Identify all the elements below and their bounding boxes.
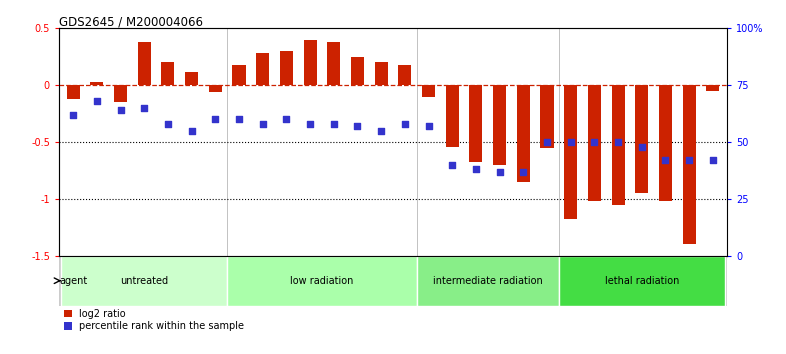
Text: lethal radiation: lethal radiation <box>604 276 679 286</box>
Point <box>469 166 482 172</box>
Bar <box>541 85 553 148</box>
Legend: log2 ratio, percentile rank within the sample: log2 ratio, percentile rank within the s… <box>64 309 244 331</box>
Point <box>375 128 387 133</box>
Point <box>328 121 340 127</box>
Point <box>67 112 79 118</box>
Point <box>114 107 127 113</box>
Point <box>683 158 696 163</box>
Bar <box>303 40 317 85</box>
Point <box>659 158 672 163</box>
Bar <box>588 85 601 201</box>
Point <box>422 123 435 129</box>
Point <box>138 105 151 111</box>
Bar <box>469 85 483 162</box>
Bar <box>351 57 364 85</box>
Bar <box>227 256 417 306</box>
Point <box>399 121 411 127</box>
Point <box>256 121 269 127</box>
Bar <box>280 51 293 85</box>
Bar <box>399 65 411 85</box>
Bar <box>417 256 559 306</box>
Bar <box>493 85 506 165</box>
Text: untreated: untreated <box>120 276 168 286</box>
Bar <box>233 65 245 85</box>
Bar <box>185 72 198 85</box>
Point <box>564 139 577 145</box>
Point <box>612 139 624 145</box>
Point <box>351 123 364 129</box>
Bar <box>564 85 577 219</box>
Bar <box>516 85 530 182</box>
Point <box>90 98 103 104</box>
Text: GDS2645 / M200004066: GDS2645 / M200004066 <box>59 15 203 28</box>
Bar <box>422 85 435 97</box>
Bar <box>446 85 459 147</box>
Point <box>588 139 601 145</box>
Text: agent: agent <box>59 276 87 286</box>
Bar <box>612 85 625 205</box>
Bar <box>256 53 270 85</box>
Bar <box>209 85 222 92</box>
Bar <box>327 42 340 85</box>
Point <box>209 116 222 122</box>
Bar <box>138 42 151 85</box>
Text: intermediate radiation: intermediate radiation <box>433 276 542 286</box>
Bar <box>635 85 648 193</box>
Bar <box>682 85 696 244</box>
Point <box>707 158 719 163</box>
Point <box>304 121 317 127</box>
Bar <box>61 256 227 306</box>
Point <box>446 162 458 167</box>
Bar <box>659 85 672 201</box>
Bar <box>67 85 79 99</box>
Text: low radiation: low radiation <box>290 276 354 286</box>
Point <box>541 139 553 145</box>
Bar <box>114 85 127 102</box>
Bar <box>161 62 174 85</box>
Bar <box>559 256 725 306</box>
Point <box>635 144 648 149</box>
Bar <box>707 85 719 91</box>
Point <box>494 169 506 175</box>
Point <box>233 116 245 122</box>
Point <box>517 169 530 175</box>
Point <box>162 121 174 127</box>
Bar <box>90 82 104 85</box>
Point <box>280 116 292 122</box>
Point <box>185 128 198 133</box>
Bar <box>375 62 387 85</box>
